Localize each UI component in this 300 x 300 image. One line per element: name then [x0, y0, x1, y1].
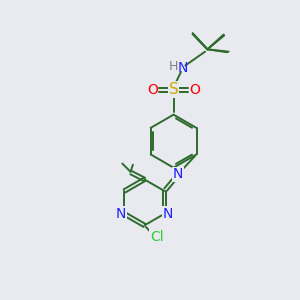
Text: N: N: [173, 167, 183, 182]
Text: N: N: [163, 207, 173, 221]
Text: N: N: [177, 61, 188, 75]
Text: S: S: [169, 82, 178, 97]
Text: O: O: [147, 82, 158, 97]
Text: H: H: [168, 60, 178, 73]
Text: O: O: [189, 82, 200, 97]
Text: N: N: [116, 207, 126, 221]
Text: Cl: Cl: [150, 230, 164, 244]
